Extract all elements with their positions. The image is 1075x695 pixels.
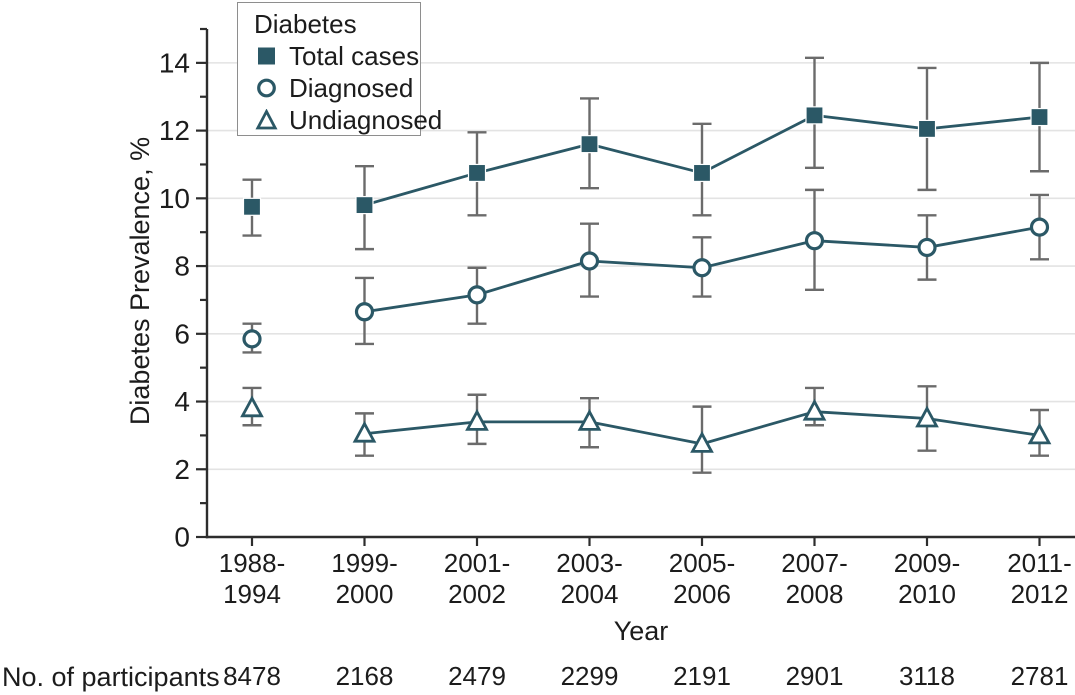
y-tick-label: 0 xyxy=(174,522,190,553)
legend-label: Total cases xyxy=(289,40,420,71)
x-tick-label: 2005- xyxy=(669,548,736,578)
marker-total-cases xyxy=(1030,107,1049,127)
y-tick-label: 10 xyxy=(159,183,190,214)
marker-total-cases xyxy=(242,197,262,216)
x-axis-title: Year xyxy=(613,616,669,646)
marker-diagnosed xyxy=(579,251,600,271)
participants-row-label: No. of participants xyxy=(2,662,220,692)
x-tick-label: 2011- xyxy=(1007,548,1072,578)
y-tick-label: 14 xyxy=(159,47,190,78)
marker-undiagnosed xyxy=(1027,422,1052,445)
x-tick-label: 1988- xyxy=(219,548,286,578)
x-tick-label: 2009- xyxy=(894,548,961,578)
marker-undiagnosed xyxy=(465,408,489,431)
legend-item-total-cases: Total cases xyxy=(254,40,420,72)
x-tick-label: 2007- xyxy=(781,548,848,578)
marker-undiagnosed xyxy=(352,420,377,443)
marker-undiagnosed xyxy=(577,408,602,431)
x-tick-label: 2008 xyxy=(786,579,844,609)
x-tick-label: 2001- xyxy=(444,548,511,578)
marker-undiagnosed xyxy=(915,405,939,428)
participant-count: 2299 xyxy=(561,661,619,691)
x-tick-label: 2003- xyxy=(556,548,623,578)
marker-undiagnosed xyxy=(690,430,714,453)
legend: Diabetes Total cases Diagnosed xyxy=(237,2,442,136)
x-tick-label: 2006 xyxy=(673,579,731,609)
marker-total-cases xyxy=(692,163,712,183)
marker-total-cases xyxy=(467,163,487,183)
participant-count: 3118 xyxy=(899,661,955,691)
open-circle-icon xyxy=(254,77,280,99)
x-tick-label: 2012 xyxy=(1011,579,1069,609)
x-tick-label: 2004 xyxy=(561,579,619,609)
participant-count: 2191 xyxy=(673,661,731,691)
marker-total-cases xyxy=(917,119,937,139)
marker-diagnosed xyxy=(1029,217,1050,237)
x-tick-label: 2010 xyxy=(898,579,956,609)
marker-total-cases xyxy=(355,196,374,215)
marker-diagnosed xyxy=(242,329,262,349)
marker-diagnosed xyxy=(692,258,712,278)
marker-undiagnosed xyxy=(240,395,264,418)
participant-count: 2479 xyxy=(448,661,506,691)
participant-count: 8478 xyxy=(223,661,281,691)
x-tick-label: 2000 xyxy=(336,579,394,609)
filled-square-icon xyxy=(254,45,280,67)
y-tick-label: 12 xyxy=(159,115,190,146)
participant-count: 2901 xyxy=(786,661,844,691)
x-tick-label: 2002 xyxy=(448,579,506,609)
y-tick-label: 4 xyxy=(174,386,190,417)
legend-item-undiagnosed: Undiagnosed xyxy=(254,104,442,136)
open-triangle-icon xyxy=(254,109,280,131)
x-tick-label: 1994 xyxy=(223,579,281,609)
marker-diagnosed xyxy=(804,231,825,251)
marker-diagnosed xyxy=(467,285,487,305)
marker-diagnosed xyxy=(917,237,937,258)
legend-label: Diagnosed xyxy=(289,72,414,103)
marker-total-cases xyxy=(805,106,824,125)
y-axis-title: Diabetes Prevalence, % xyxy=(125,136,155,426)
marker-undiagnosed xyxy=(802,398,827,421)
marker-total-cases xyxy=(580,135,599,154)
legend-item-diagnosed: Diagnosed xyxy=(254,72,420,104)
x-tick-label: 1999- xyxy=(331,548,398,578)
participant-count: 2781 xyxy=(1011,661,1069,691)
marker-diagnosed xyxy=(354,302,375,322)
y-tick-label: 8 xyxy=(174,251,190,282)
y-tick-label: 6 xyxy=(174,318,190,349)
y-tick-label: 2 xyxy=(174,454,190,485)
participant-count: 2168 xyxy=(336,661,394,691)
legend-title: Diabetes xyxy=(254,9,357,39)
legend-label: Undiagnosed xyxy=(289,104,443,135)
